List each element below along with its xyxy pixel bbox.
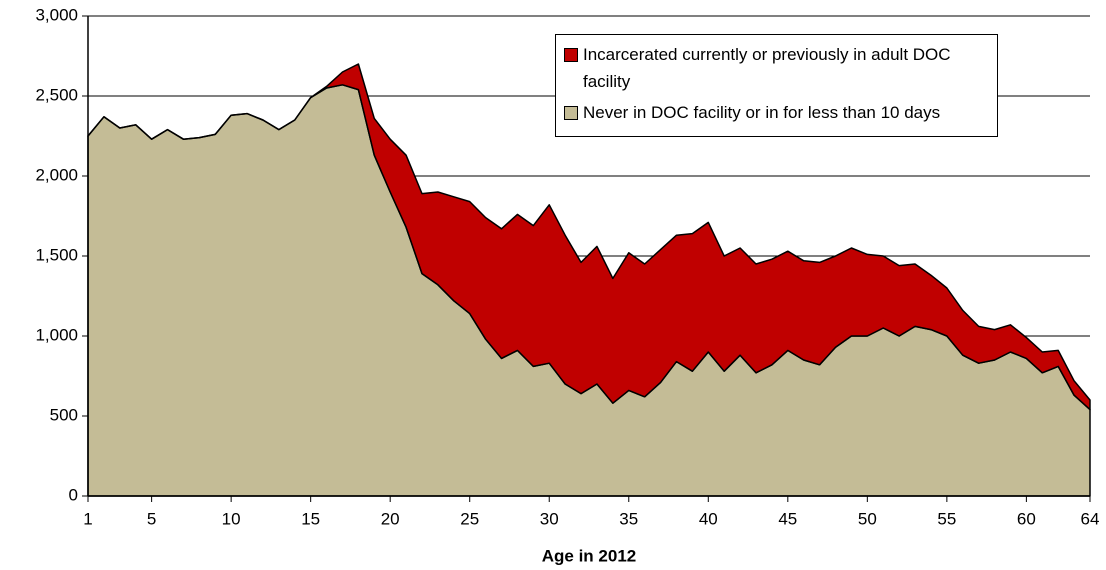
y-tick-label: 2,500 — [35, 85, 78, 104]
x-tick-label: 35 — [619, 509, 638, 528]
x-tick-label: 5 — [147, 509, 156, 528]
x-tick-label: 60 — [1017, 509, 1036, 528]
legend-item: Incarcerated currently or previously in … — [564, 41, 989, 95]
y-tick-label: 3,000 — [35, 5, 78, 24]
area — [87, 63, 1091, 411]
x-tick-label: 15 — [301, 509, 320, 528]
y-tick-label: 0 — [69, 485, 78, 504]
x-tick-label: 64 — [1081, 509, 1100, 528]
legend-swatch — [564, 48, 578, 62]
x-tick-label: 10 — [222, 509, 241, 528]
legend-label: Incarcerated currently or previously in … — [583, 45, 951, 91]
y-tick-label: 1,500 — [35, 245, 78, 264]
legend-label: Never in DOC facility or in for less tha… — [583, 103, 941, 122]
x-tick-label: 25 — [460, 509, 479, 528]
y-tick-label: 500 — [50, 405, 78, 424]
y-tick-label: 2,000 — [35, 165, 78, 184]
legend-swatch — [564, 106, 578, 120]
x-tick-label: 50 — [858, 509, 877, 528]
x-tick-label: 40 — [699, 509, 718, 528]
x-tick-label: 20 — [381, 509, 400, 528]
y-tick-label: 1,000 — [35, 325, 78, 344]
legend-item: Never in DOC facility or in for less tha… — [564, 99, 989, 126]
legend: Incarcerated currently or previously in … — [555, 34, 998, 137]
x-tick-label: 30 — [540, 509, 559, 528]
x-tick-label: 55 — [937, 509, 956, 528]
x-tick-label: 1 — [83, 509, 92, 528]
x-tick-label: 45 — [778, 509, 797, 528]
x-axis-title: Age in 2012 — [542, 546, 637, 565]
